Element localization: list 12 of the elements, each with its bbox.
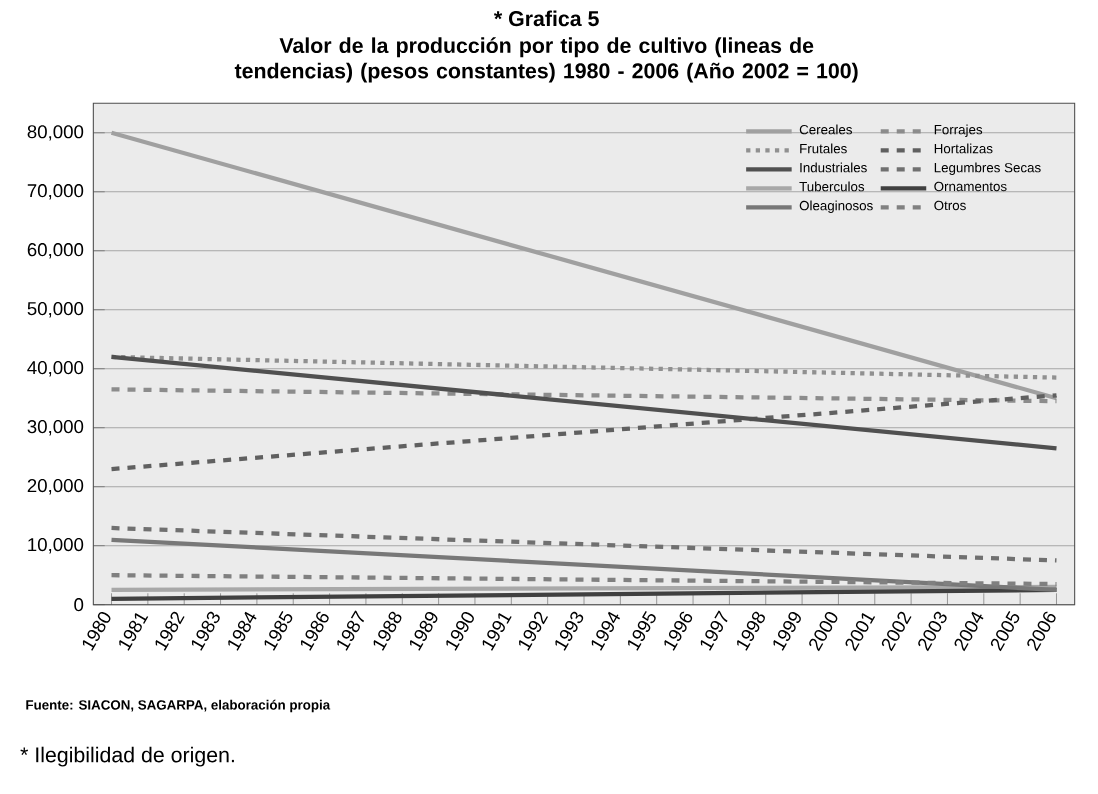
y-tick-label: 40,000 [27, 361, 84, 377]
y-tick-label: 0 [74, 598, 84, 612]
y-tick-label: 70,000 [27, 184, 84, 200]
y-tick-label: 50,000 [27, 302, 84, 318]
chart-subtitle: Valor de la producción por tipo de cultivo (lineas de tendencias) (pesos constantes) 1980 - 2006 (Año 2002 = 100) [234, 37, 858, 83]
chart-title: * Grafica 5 [493, 10, 599, 27]
y-tick-label: 80,000 [27, 125, 84, 141]
text: * Ilegibilidad de origen. [20, 746, 234, 767]
y-tick-label: 20,000 [27, 479, 84, 495]
y-tick-label: 30,000 [27, 420, 84, 436]
y-tick-label: 60,000 [27, 243, 84, 259]
y-tick-label: 10,000 [28, 538, 84, 554]
